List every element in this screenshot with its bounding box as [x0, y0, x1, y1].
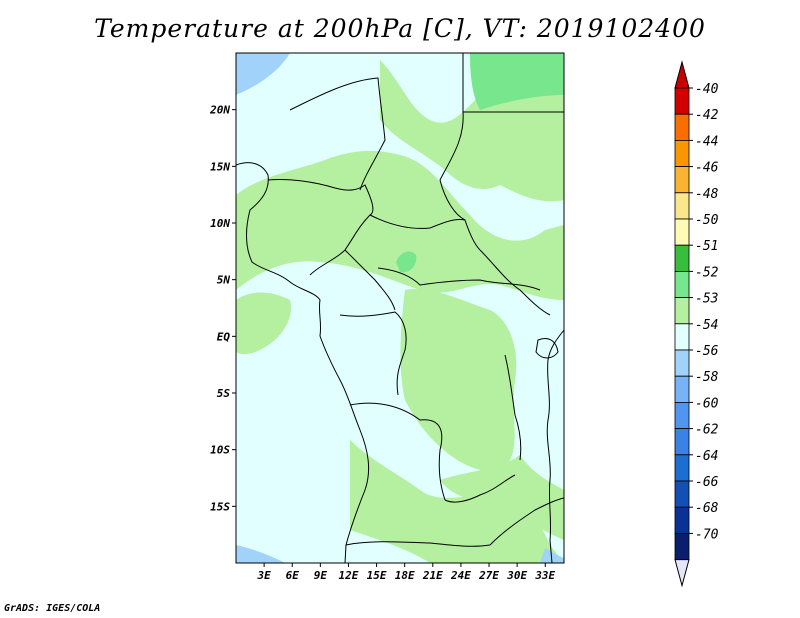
lon-tick-label: 18E	[395, 569, 415, 582]
colorbar-swatch	[674, 297, 690, 325]
colorbar-label: -52	[695, 265, 719, 280]
colorbar-label: -64	[695, 449, 718, 464]
lon-tick-label: 9E	[314, 569, 328, 582]
coastline-west	[235, 162, 370, 564]
colorbar-swatch	[674, 218, 690, 246]
border-drc-angola	[349, 402, 446, 501]
colorbar-label: -68	[695, 501, 719, 516]
colorbar-label: -44	[695, 134, 718, 149]
colorbar-swatch	[674, 192, 690, 220]
field-patch-southeast	[440, 455, 564, 540]
border-namibia	[345, 541, 491, 547]
colorbar-label: -60	[695, 396, 719, 411]
chart-title: Temperature at 200hPa [C], VT: 201910240…	[94, 14, 706, 43]
footer-credit: GrADS: IGES/COLA	[4, 603, 101, 614]
colorbar-swatch	[674, 401, 690, 429]
field-patch-ne-corner	[470, 53, 564, 110]
lat-tick-label: 5S	[217, 387, 231, 400]
border-zambia-moz	[489, 497, 565, 546]
lat-tick-label: 10S	[210, 444, 230, 457]
field-patch-east	[470, 118, 564, 202]
lon-tick-label: 12E	[339, 569, 359, 582]
colorbar-label: -53	[695, 292, 718, 307]
colorbar-swatch	[674, 454, 690, 482]
border-angola-zambia	[444, 474, 516, 503]
colorbar-label: -50	[695, 213, 719, 228]
border-chad-car	[369, 214, 466, 229]
field-patch-west-coast	[236, 292, 291, 355]
lon-tick-label: 15E	[367, 569, 387, 582]
lon-tick-label: 6E	[286, 569, 300, 582]
colorbar-label: -70	[695, 527, 719, 542]
colorbar-swatch	[674, 113, 690, 141]
colorbar-label: -42	[695, 108, 719, 123]
coastline-east	[546, 329, 565, 564]
colorbar-swatch	[674, 533, 690, 561]
map-panel: 20N 15N 10N 5N EQ 5S 10S 15S 3E 6E 9E 12E 15E 18E 21E…	[209, 52, 565, 582]
field-patch-sahel	[236, 150, 564, 300]
colorbar-label: -48	[695, 187, 719, 202]
colorbar-label: -40	[695, 82, 719, 97]
lat-tick-label: 15N	[210, 160, 230, 173]
border-east-africa	[479, 249, 551, 316]
colorbar-swatch	[674, 349, 690, 377]
border-car-drc	[377, 267, 541, 291]
lon-tick-label: 21E	[422, 569, 443, 582]
field-patch-south	[350, 440, 564, 563]
lat-tick-label: EQ	[217, 330, 231, 343]
latitude-axis: 20N 15N 10N 5N EQ 5S 10S 15S	[209, 104, 236, 513]
lat-tick-label: 5N	[217, 274, 231, 287]
border-niger-chad	[289, 77, 386, 191]
lon-tick-label: 24E	[450, 569, 471, 582]
country-borders	[235, 53, 565, 564]
colorbar-swatch	[674, 139, 690, 167]
lon-tick-label: 33E	[534, 569, 555, 582]
colorbar-swatch	[674, 480, 690, 508]
border-lake-tanganyika	[504, 354, 522, 461]
border-lake-victoria	[535, 338, 559, 359]
lon-tick-label: 30E	[506, 569, 527, 582]
border-nigeria	[267, 179, 374, 276]
field-patch-sw-sea	[236, 545, 285, 563]
map-frame	[235, 52, 565, 564]
border-cameroon	[344, 249, 396, 311]
border-congo	[339, 311, 407, 396]
lon-tick-label: 3E	[256, 569, 271, 582]
colorbar-over-triangle	[674, 60, 690, 89]
colorbar-swatch	[674, 244, 690, 272]
colorbar-swatch	[674, 375, 690, 403]
colorbar-swatch	[674, 270, 690, 298]
colorbar-label: -56	[695, 344, 719, 359]
colorbar-label: -66	[695, 475, 719, 490]
lat-tick-label: 10N	[210, 217, 230, 230]
field-patch-se-sea	[540, 548, 564, 563]
field-patch-central	[396, 251, 417, 273]
field-patch-nw-sea	[236, 53, 290, 95]
colorbar-swatch	[674, 323, 690, 351]
colorbar-label: -62	[695, 423, 719, 438]
field-patch-congo	[400, 289, 517, 472]
colorbar-label: -51	[695, 239, 718, 254]
temperature-field	[236, 53, 564, 563]
colorbar-label: -54	[695, 318, 718, 333]
colorbar-label: -58	[695, 370, 719, 385]
border-chad-sudan	[439, 111, 481, 251]
colorbar-swatch	[674, 166, 690, 194]
colorbar-swatch	[674, 87, 690, 115]
lat-tick-label: 15S	[210, 500, 230, 513]
colorbar: -40 -42 -44 -46 -48 -50 -51 -52 -53 -54 -56 -58 -60 -…	[674, 60, 719, 588]
lat-tick-label: 20N	[209, 104, 230, 117]
lon-tick-label: 27E	[478, 569, 499, 582]
colorbar-under-triangle	[674, 559, 690, 588]
colorbar-swatch	[674, 428, 690, 456]
longitude-axis: 3E 6E 9E 12E 15E 18E 21E 24E 27E 30E 33E	[256, 563, 556, 582]
colorbar-swatch	[674, 506, 690, 534]
colorbar-label: -46	[695, 161, 719, 176]
